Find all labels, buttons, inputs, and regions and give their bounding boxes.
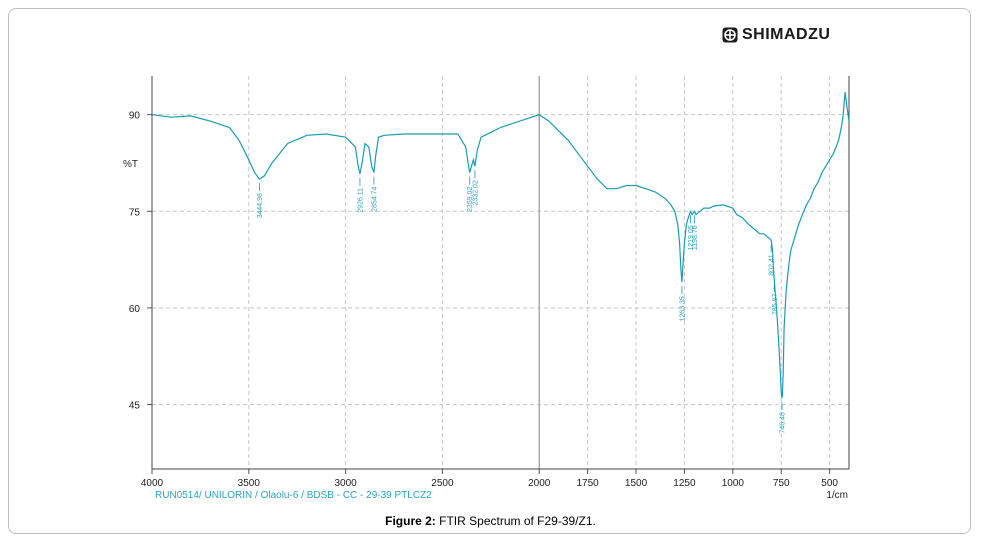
y-axis-label: %T [123,159,138,170]
caption-label: Figure 2: [385,514,436,528]
logo-text: SHIMADZU [742,26,831,43]
x-tick-label: 3500 [238,478,261,489]
caption-text: FTIR Spectrum of F29-39/Z1. [439,514,596,528]
peak-label: 3444.98 [257,193,264,218]
x-tick-label: 500 [821,478,838,489]
chart-grid [152,76,849,469]
peak-label: 1263.35 [679,296,686,321]
y-tick-label: 45 [129,401,141,412]
y-tick-label: 90 [129,111,141,122]
peak-label: 1198.76 [692,225,699,250]
x-tick-label: 1750 [577,478,600,489]
figure-frame [8,8,971,534]
x-tick-label: 1250 [673,478,696,489]
x-tick-label: 2000 [528,478,551,489]
peak-label: 2926.11 [357,188,364,213]
peak-label: 2332.02 [472,180,479,205]
peak-label: 802.41 [769,254,776,276]
x-tick-label: 1500 [625,478,648,489]
x-axis-unit: 1/cm [826,490,848,501]
x-tick-label: 1000 [722,478,745,489]
x-tick-label: 2500 [431,478,454,489]
chart-axes: 90 75 60 45 4000 3500 3000 2500 2000 1750 1500 1250… [129,76,850,489]
peak-label: 785.97 [772,293,779,315]
peak-label: 746.48 [780,412,787,434]
x-tick-label: 4000 [141,478,164,489]
shimadzu-logo-icon [722,27,738,43]
y-tick-label: 75 [129,207,141,218]
x-tick-label: 750 [773,478,790,489]
y-tick-label: 60 [129,304,141,315]
shimadzu-logo: SHIMADZU [722,26,830,44]
figure-caption: Figure 2: FTIR Spectrum of F29-39/Z1. [0,514,981,528]
peak-label: 1219.05 [688,225,695,250]
x-tick-label: 3000 [334,478,357,489]
chart-footer-text: RUN0514/ UNILORIN / Olaolu-6 / BDSB - CC… [155,490,432,501]
peak-label: 2854.74 [371,187,378,212]
spectrum-line [151,92,850,399]
chart-series [151,92,850,399]
peak-label: 2359.02 [467,187,474,212]
